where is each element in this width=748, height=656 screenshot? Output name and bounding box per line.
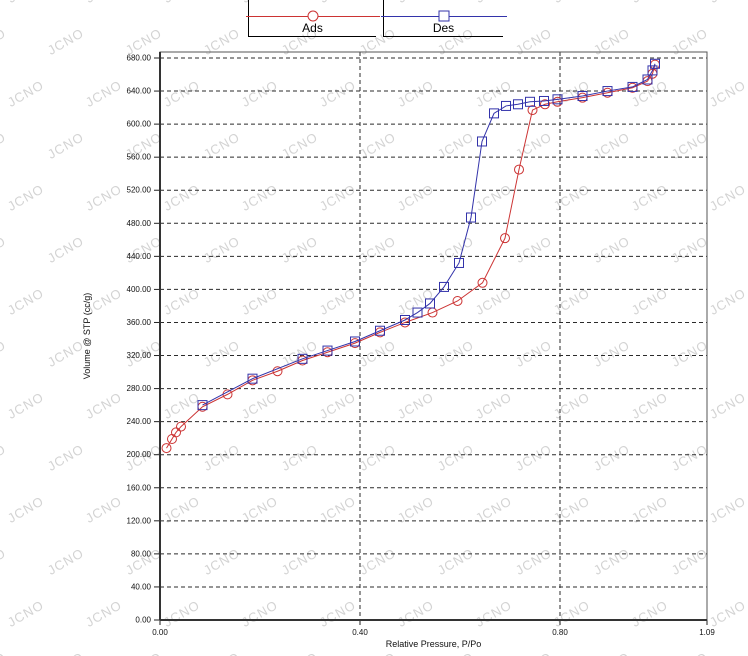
svg-text:600.00: 600.00 — [127, 120, 152, 129]
ads-line-sample — [246, 10, 380, 22]
svg-text:0.80: 0.80 — [552, 628, 568, 637]
svg-text:440.00: 440.00 — [127, 252, 152, 261]
legend-label-des: Des — [432, 21, 455, 35]
svg-text:80.00: 80.00 — [131, 549, 152, 558]
des-square-marker-icon — [438, 10, 450, 22]
svg-text:1.09: 1.09 — [699, 628, 715, 637]
svg-text:320.00: 320.00 — [127, 351, 152, 360]
svg-text:560.00: 560.00 — [127, 153, 152, 162]
svg-text:0.40: 0.40 — [352, 628, 368, 637]
svg-text:0.00: 0.00 — [135, 616, 151, 625]
legend-label-ads: Ads — [302, 21, 323, 35]
svg-text:200.00: 200.00 — [127, 450, 152, 459]
legend-entry-ads: Ads — [246, 0, 380, 37]
svg-text:680.00: 680.00 — [127, 54, 152, 63]
svg-text:240.00: 240.00 — [127, 417, 152, 426]
svg-text:520.00: 520.00 — [127, 186, 152, 195]
svg-text:Volume @ STP (cc/g): Volume @ STP (cc/g) — [82, 293, 92, 380]
svg-text:360.00: 360.00 — [127, 318, 152, 327]
legend-entry-des: Des — [381, 0, 507, 37]
svg-text:640.00: 640.00 — [127, 87, 152, 96]
svg-text:280.00: 280.00 — [127, 384, 152, 393]
des-line-sample — [381, 10, 507, 22]
svg-text:480.00: 480.00 — [127, 219, 152, 228]
svg-text:Relative Pressure, P/Po: Relative Pressure, P/Po — [386, 639, 482, 649]
svg-text:0.00: 0.00 — [152, 628, 168, 637]
chart-legend: Ads Des — [0, 0, 748, 40]
svg-text:160.00: 160.00 — [127, 483, 152, 492]
ads-circle-marker-icon — [307, 10, 319, 22]
svg-text:400.00: 400.00 — [127, 285, 152, 294]
svg-text:120.00: 120.00 — [127, 516, 152, 525]
svg-text:40.00: 40.00 — [131, 582, 152, 591]
